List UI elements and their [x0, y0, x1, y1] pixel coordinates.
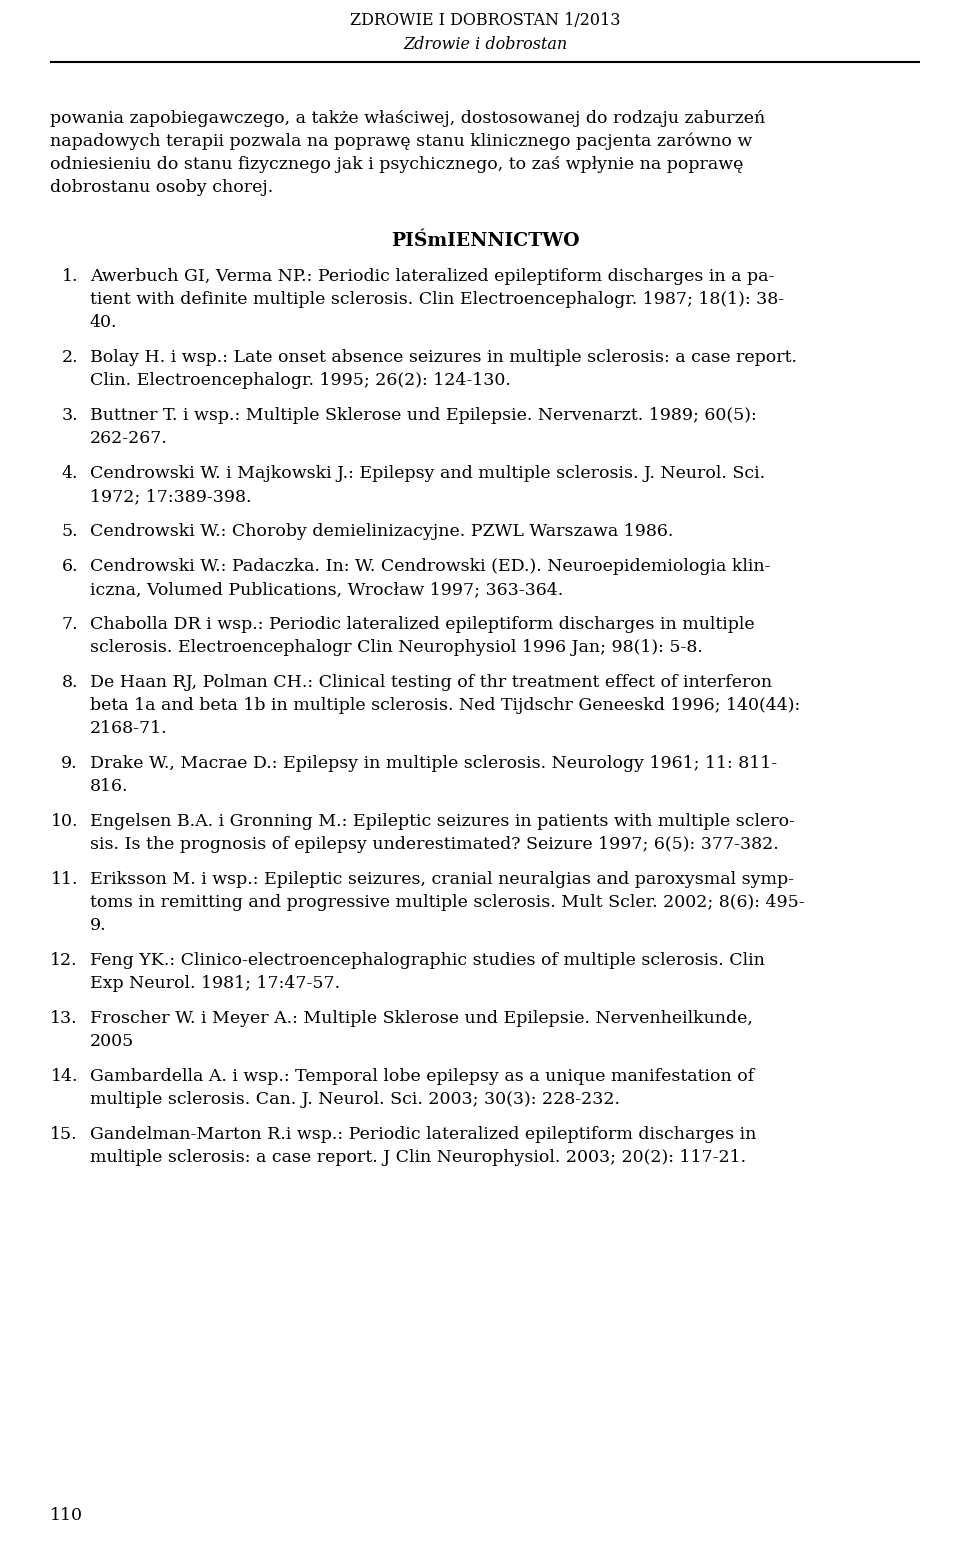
Text: 6.: 6.: [61, 559, 78, 574]
Text: Gambardella A. i wsp.: Temporal lobe epilepsy as a unique manifestation of: Gambardella A. i wsp.: Temporal lobe epi…: [90, 1068, 755, 1085]
Text: powania zapobiegawczego, a także właściwej, dostosowanej do rodzaju zaburzeń: powania zapobiegawczego, a także właściw…: [50, 110, 765, 127]
Text: 110: 110: [50, 1507, 83, 1524]
Text: Drake W., Macrae D.: Epilepsy in multiple sclerosis. Neurology 1961; 11: 811-: Drake W., Macrae D.: Epilepsy in multipl…: [90, 754, 778, 771]
Text: Cendrowski W.: Padaczka. In: W. Cendrowski (ED.). Neuroepidemiologia klin-: Cendrowski W.: Padaczka. In: W. Cendrows…: [90, 559, 771, 574]
Text: Bolay H. i wsp.: Late onset absence seizures in multiple sclerosis: a case repor: Bolay H. i wsp.: Late onset absence seiz…: [90, 349, 797, 366]
Text: 13.: 13.: [50, 1010, 78, 1027]
Text: sclerosis. Electroencephalogr Clin Neurophysiol 1996 Jan; 98(1): 5-8.: sclerosis. Electroencephalogr Clin Neuro…: [90, 639, 703, 656]
Text: 11.: 11.: [51, 871, 78, 888]
Text: 9.: 9.: [61, 754, 78, 771]
Text: 3.: 3.: [61, 407, 78, 424]
Text: sis. Is the prognosis of epilepsy underestimated? Seizure 1997; 6(5): 377-382.: sis. Is the prognosis of epilepsy undere…: [90, 837, 779, 854]
Text: tient with definite multiple sclerosis. Clin Electroencephalogr. 1987; 18(1): 38: tient with definite multiple sclerosis. …: [90, 292, 784, 307]
Text: Exp Neurol. 1981; 17:47-57.: Exp Neurol. 1981; 17:47-57.: [90, 975, 340, 992]
Text: Zdrowie i dobrostan: Zdrowie i dobrostan: [403, 36, 567, 53]
Text: 2.: 2.: [61, 349, 78, 366]
Text: Feng YK.: Clinico-electroencephalographic studies of multiple sclerosis. Clin: Feng YK.: Clinico-electroencephalographi…: [90, 951, 765, 968]
Text: Cendrowski W. i Majkowski J.: Epilepsy and multiple sclerosis. J. Neurol. Sci.: Cendrowski W. i Majkowski J.: Epilepsy a…: [90, 466, 765, 483]
Text: odniesieniu do stanu fizycznego jak i psychicznego, to zaś wpłynie na poprawę: odniesieniu do stanu fizycznego jak i ps…: [50, 157, 743, 172]
Text: Engelsen B.A. i Gronning M.: Epileptic seizures in patients with multiple sclero: Engelsen B.A. i Gronning M.: Epileptic s…: [90, 813, 795, 830]
Text: 5.: 5.: [61, 523, 78, 540]
Text: 2005: 2005: [90, 1034, 134, 1051]
Text: PIŚmIENNICTWO: PIŚmIENNICTWO: [391, 231, 579, 250]
Text: Eriksson M. i wsp.: Epileptic seizures, cranial neuralgias and paroxysmal symp-: Eriksson M. i wsp.: Epileptic seizures, …: [90, 871, 794, 888]
Text: dobrostanu osoby chorej.: dobrostanu osoby chorej.: [50, 178, 274, 196]
Text: 7.: 7.: [61, 616, 78, 633]
Text: 10.: 10.: [51, 813, 78, 830]
Text: 15.: 15.: [50, 1127, 78, 1142]
Text: 40.: 40.: [90, 314, 117, 331]
Text: toms in remitting and progressive multiple sclerosis. Mult Scler. 2002; 8(6): 49: toms in remitting and progressive multip…: [90, 894, 804, 911]
Text: 4.: 4.: [61, 466, 78, 483]
Text: 1.: 1.: [61, 268, 78, 286]
Text: Buttner T. i wsp.: Multiple Sklerose und Epilepsie. Nervenarzt. 1989; 60(5):: Buttner T. i wsp.: Multiple Sklerose und…: [90, 407, 756, 424]
Text: napadowych terapii pozwala na poprawę stanu klinicznego pacjenta zarówno w: napadowych terapii pozwala na poprawę st…: [50, 133, 753, 151]
Text: Cendrowski W.: Choroby demielinizacyjne. PZWL Warszawa 1986.: Cendrowski W.: Choroby demielinizacyjne.…: [90, 523, 673, 540]
Text: Awerbuch GI, Verma NP.: Periodic lateralized epileptiform discharges in a pa-: Awerbuch GI, Verma NP.: Periodic lateral…: [90, 268, 775, 286]
Text: 12.: 12.: [50, 951, 78, 968]
Text: beta 1a and beta 1b in multiple sclerosis. Ned Tijdschr Geneeskd 1996; 140(44):: beta 1a and beta 1b in multiple sclerosi…: [90, 697, 801, 714]
Text: Clin. Electroencephalogr. 1995; 26(2): 124-130.: Clin. Electroencephalogr. 1995; 26(2): 1…: [90, 372, 511, 390]
Text: 9.: 9.: [90, 917, 107, 934]
Text: iczna, Volumed Publications, Wrocław 1997; 363-364.: iczna, Volumed Publications, Wrocław 199…: [90, 580, 564, 598]
Text: Chabolla DR i wsp.: Periodic lateralized epileptiform discharges in multiple: Chabolla DR i wsp.: Periodic lateralized…: [90, 616, 755, 633]
Text: 8.: 8.: [61, 674, 78, 691]
Text: 1972; 17:389-398.: 1972; 17:389-398.: [90, 487, 252, 504]
Text: Froscher W. i Meyer A.: Multiple Sklerose und Epilepsie. Nervenheilkunde,: Froscher W. i Meyer A.: Multiple Skleros…: [90, 1010, 753, 1027]
Text: multiple sclerosis. Can. J. Neurol. Sci. 2003; 30(3): 228-232.: multiple sclerosis. Can. J. Neurol. Sci.…: [90, 1091, 620, 1108]
Text: Gandelman-Marton R.i wsp.: Periodic lateralized epileptiform discharges in: Gandelman-Marton R.i wsp.: Periodic late…: [90, 1127, 756, 1142]
Text: 816.: 816.: [90, 778, 129, 795]
Text: De Haan RJ, Polman CH.: Clinical testing of thr treatment effect of interferon: De Haan RJ, Polman CH.: Clinical testing…: [90, 674, 772, 691]
Text: multiple sclerosis: a case report. J Clin Neurophysiol. 2003; 20(2): 117-21.: multiple sclerosis: a case report. J Cli…: [90, 1148, 746, 1166]
Text: ZDROWIE I DOBROSTAN 1/2013: ZDROWIE I DOBROSTAN 1/2013: [349, 12, 620, 29]
Text: 2168-71.: 2168-71.: [90, 720, 168, 737]
Text: 262-267.: 262-267.: [90, 430, 168, 447]
Text: 14.: 14.: [51, 1068, 78, 1085]
